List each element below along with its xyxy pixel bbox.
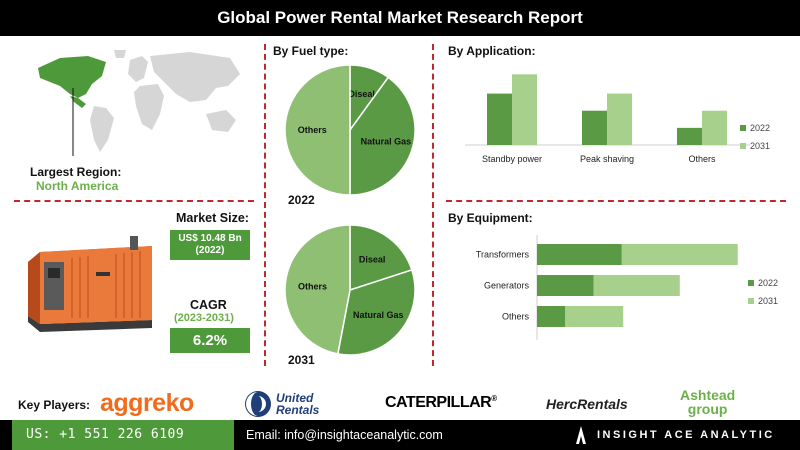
application-legend-swatch-2031 xyxy=(740,143,746,149)
brand-name: INSIGHT ACE ANALYTIC xyxy=(597,429,775,441)
equipment-bar-1-2031 xyxy=(593,275,680,296)
application-legend-swatch-2022 xyxy=(740,125,746,131)
page-title: Global Power Rental Market Research Repo… xyxy=(0,0,800,36)
pie-label-2022-1: Natural Gas xyxy=(361,137,412,147)
generator-image xyxy=(28,236,152,332)
market-size-year: (2022) xyxy=(195,245,225,256)
equipment-legend-swatch-2031 xyxy=(748,298,754,304)
aggreko-logo: aggreko xyxy=(100,389,194,417)
united-rentals-line2: Rentals xyxy=(276,403,320,417)
pie-slice-2022-2 xyxy=(284,64,351,196)
fuel-type-title: By Fuel type: xyxy=(273,44,349,58)
application-category-2: Others xyxy=(688,154,716,164)
united-rentals-line1: United xyxy=(276,391,314,405)
equipment-category-0: Transformers xyxy=(476,250,530,260)
application-category-1: Peak shaving xyxy=(580,154,634,164)
application-bar-1-2031 xyxy=(607,93,632,145)
brand-logo: INSIGHT ACE ANALYTIC xyxy=(575,420,775,450)
divider-left-horizontal xyxy=(14,200,254,202)
application-legend-2031: 2031 xyxy=(750,141,770,151)
market-size-value: US$ 10.48 Bn xyxy=(178,233,242,244)
map-land xyxy=(90,50,240,152)
equipment-legend-2031: 2031 xyxy=(758,296,778,306)
application-category-0: Standby power xyxy=(482,154,542,164)
application-bar-1-2022 xyxy=(582,110,607,145)
pie-slice-2031-1 xyxy=(336,268,416,356)
pie-year-2022: 2022 xyxy=(288,193,315,207)
herc-rentals-logo: HercRentals xyxy=(546,396,628,412)
world-map-image xyxy=(38,50,240,156)
equipment-category-2: Others xyxy=(502,312,530,322)
united-rentals-logo: United Rentals xyxy=(244,390,319,418)
equipment-bar-0-2031 xyxy=(621,244,738,265)
ashtead-line2: group xyxy=(687,401,728,417)
pie-label-2022-2: Others xyxy=(298,125,327,135)
pie-year-2031: 2031 xyxy=(288,353,315,367)
equipment-legend-2022: 2022 xyxy=(758,278,778,288)
application-bar-2-2022 xyxy=(677,127,702,145)
pie-chart-2031: Diseal Natural Gas Others xyxy=(284,224,416,356)
application-legend-2022: 2022 xyxy=(750,123,770,133)
pie-chart-2022: Diseal Natural Gas Others xyxy=(284,64,416,196)
ashtead-group-logo: Ashtead group xyxy=(680,388,735,416)
divider-right-horizontal xyxy=(446,200,786,202)
cagr-period: (2023-2031) xyxy=(174,312,234,324)
application-bar-chart: Standby power Peak shaving Others 2022 2031 xyxy=(465,74,770,164)
equipment-bar-2-2022 xyxy=(537,306,566,327)
caterpillar-text: CATERPILLAR xyxy=(385,394,492,411)
equipment-bar-2-2031 xyxy=(565,306,624,327)
pie-slice-2031-2 xyxy=(284,224,351,355)
cagr-label: CAGR xyxy=(190,298,227,312)
pie-slice-2022-1 xyxy=(349,76,416,196)
brand-emblem-icon xyxy=(576,426,586,444)
pie-slice-2031-0 xyxy=(349,224,413,292)
pie-label-2031-2: Others xyxy=(298,281,327,291)
equipment-title: By Equipment: xyxy=(448,211,533,225)
email-link[interactable]: Email: info@insightaceanalytic.com xyxy=(246,428,443,442)
equipment-bar-chart: Transformers Generators Others 2022 2031 xyxy=(476,235,778,340)
equipment-bar-0-2022 xyxy=(537,244,622,265)
largest-region-label: Largest Region: xyxy=(30,165,122,179)
divider-left xyxy=(264,44,266,366)
market-size-box: US$ 10.48 Bn (2022) xyxy=(170,230,250,260)
cagr-value: 6.2% xyxy=(170,328,250,353)
divider-right xyxy=(432,44,434,366)
application-bar-0-2022 xyxy=(487,93,512,145)
largest-region-value: North America xyxy=(36,179,119,193)
pie-label-2031-0: Diseal xyxy=(359,255,386,265)
application-title: By Application: xyxy=(448,44,536,58)
pie-label-2031-1: Natural Gas xyxy=(353,310,404,320)
ashtead-line1: Ashtead xyxy=(680,387,736,403)
application-bar-0-2031 xyxy=(512,74,537,145)
equipment-legend-swatch-2022 xyxy=(748,280,754,286)
united-rentals-emblem-icon xyxy=(245,391,271,417)
equipment-bar-1-2022 xyxy=(537,275,594,296)
phone-number[interactable]: US: +1 551 226 6109 xyxy=(12,420,234,450)
equipment-category-1: Generators xyxy=(484,281,530,291)
pie-label-2022-0: Diseal xyxy=(348,89,375,99)
market-size-label: Market Size: xyxy=(176,211,249,225)
application-bar-2-2031 xyxy=(702,110,727,145)
north-america-region xyxy=(38,56,106,98)
key-players-label: Key Players: xyxy=(18,398,91,412)
caterpillar-logo: CATERPILLAR® xyxy=(385,394,497,411)
central-america-region xyxy=(70,96,86,108)
